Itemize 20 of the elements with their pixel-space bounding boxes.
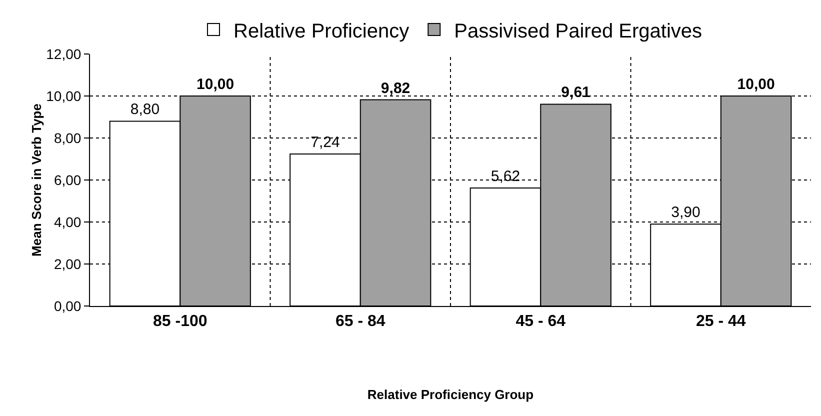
y-axis-title: Mean Score in Verb Type (29, 104, 44, 256)
data-label: 10,00 (737, 76, 775, 93)
x-tick-label: 85 -100 (152, 313, 208, 330)
y-tick-label: 12,00 (46, 46, 82, 62)
y-tick-label: 10,00 (46, 88, 82, 104)
y-tick-label: 4,00 (54, 214, 82, 230)
y-tick-label: 0,00 (54, 298, 82, 314)
data-label: 9,82 (380, 80, 410, 97)
data-label: 10,00 (196, 76, 234, 93)
data-label: 3,90 (671, 204, 700, 222)
x-tick-label: 25 - 44 (696, 313, 746, 330)
y-tick-label: 6,00 (54, 172, 82, 188)
y-tick-label: 2,00 (54, 256, 82, 272)
legend-label: Passivised Paired Ergatives (454, 20, 702, 42)
x-axis-title: Relative Proficiency Group (367, 386, 534, 402)
legend-label: Relative Proficiency (234, 20, 410, 42)
x-tick-label: 45 - 64 (516, 313, 566, 330)
data-label: 8,80 (130, 101, 160, 118)
y-tick-label: 8,00 (54, 130, 82, 146)
x-tick-label: 65 - 84 (335, 313, 386, 330)
